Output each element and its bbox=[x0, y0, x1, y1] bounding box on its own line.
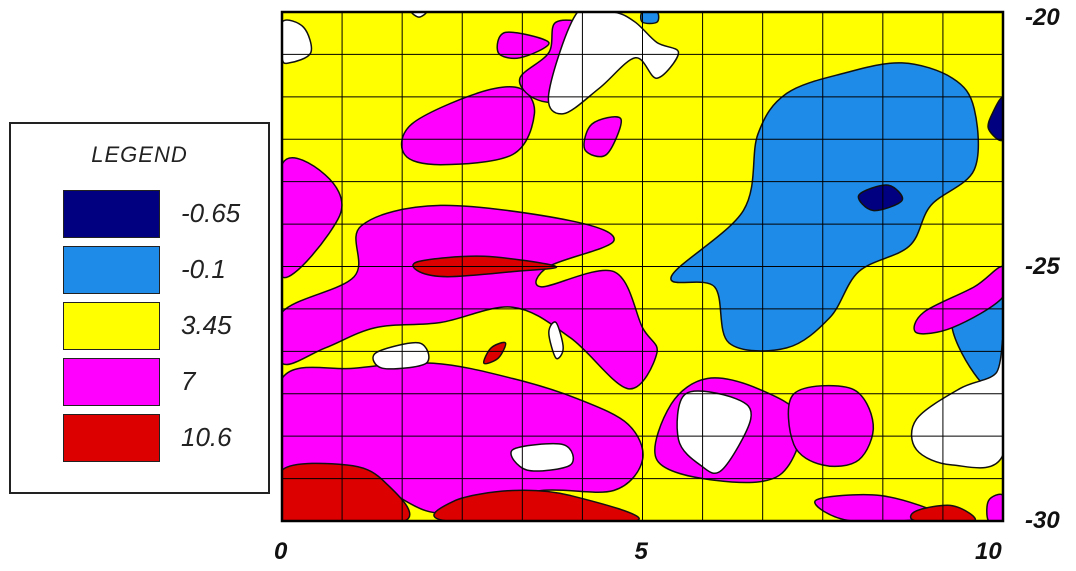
legend-swatch bbox=[63, 246, 160, 294]
legend-entry: 10.6 bbox=[63, 414, 263, 466]
contour-region-blank bbox=[410, 12, 428, 18]
contour-region-blank bbox=[548, 321, 564, 360]
contour-region-7 bbox=[282, 204, 659, 390]
contour-region-10_6 bbox=[282, 462, 411, 521]
legend-swatch bbox=[63, 190, 160, 238]
contour-region--0_1 bbox=[639, 12, 660, 25]
legend-entry: -0.1 bbox=[63, 246, 263, 298]
contour-region--0_65 bbox=[987, 96, 1003, 142]
legend-entry: -0.65 bbox=[63, 190, 263, 242]
x-tick-label: 0 bbox=[274, 538, 288, 565]
legend-label: 10.6 bbox=[181, 422, 232, 452]
contour-region-blank bbox=[676, 390, 752, 474]
contour-region-7 bbox=[913, 265, 1003, 335]
contour-region-10_6 bbox=[482, 341, 507, 365]
legend-label: 7 bbox=[181, 366, 196, 396]
legend-label: 3.45 bbox=[181, 310, 232, 340]
legend-label: -0.1 bbox=[181, 254, 226, 284]
y-tick-label: -25 bbox=[1025, 252, 1060, 280]
contour-region-7 bbox=[282, 157, 343, 279]
legend-entry: 7 bbox=[63, 358, 263, 410]
contour-region--0_65 bbox=[857, 184, 904, 212]
legend-label: -0.65 bbox=[181, 198, 241, 228]
contour-region-7 bbox=[787, 384, 875, 468]
contour-region-blank bbox=[372, 341, 430, 370]
contour-region-blank bbox=[547, 12, 680, 115]
legend: LEGEND -0.65 -0.1 3.45 7 10.6 bbox=[9, 122, 270, 494]
legend-swatch bbox=[63, 302, 160, 350]
legend-title: LEGEND bbox=[91, 142, 188, 167]
contour-region-7 bbox=[986, 493, 1003, 521]
legend-swatch bbox=[63, 358, 160, 406]
x-tick-label: 5 bbox=[634, 538, 648, 565]
legend-swatch bbox=[63, 414, 160, 462]
y-tick-label: -30 bbox=[1025, 507, 1060, 534]
x-tick-label: 10 bbox=[975, 538, 1002, 565]
grid-lines bbox=[282, 12, 1003, 521]
contour-region-7 bbox=[583, 116, 622, 158]
legend-entry: 3.45 bbox=[63, 302, 263, 354]
contour-region-blank bbox=[510, 443, 575, 472]
y-tick-label: -20 bbox=[1025, 4, 1060, 31]
contour-region-blank bbox=[282, 19, 313, 65]
plot-frame bbox=[280, 10, 1005, 523]
contour-region-7 bbox=[496, 31, 550, 60]
